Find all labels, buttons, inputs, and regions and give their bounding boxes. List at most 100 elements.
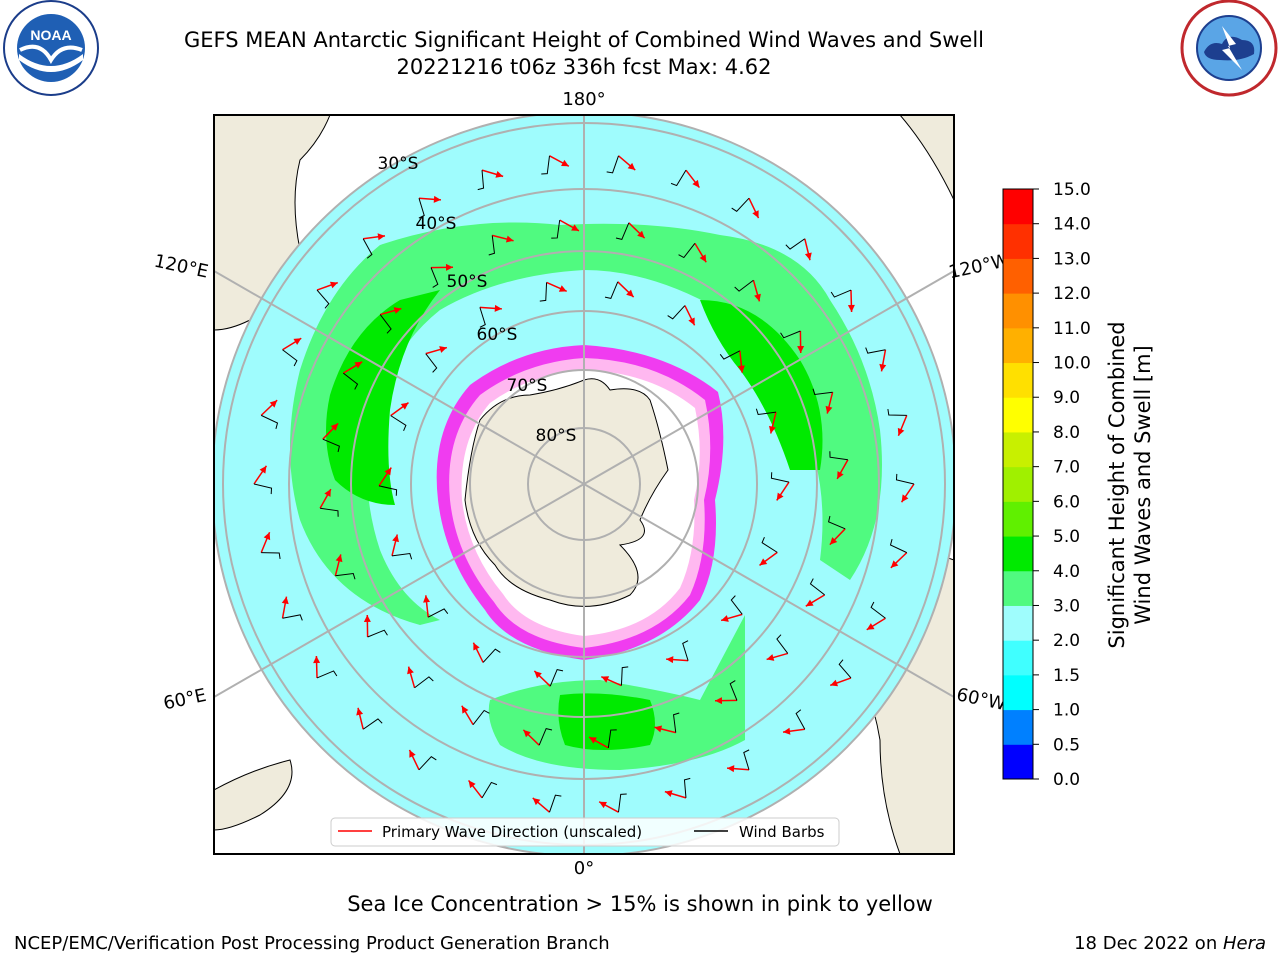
wave-arrow-head <box>439 346 447 353</box>
wave-arrow-head <box>423 595 431 603</box>
colorbar-tick-label: 6.0 <box>1053 492 1080 512</box>
lon-label-180: 180° <box>562 89 605 110</box>
colorbar-tick-label: 10.0 <box>1053 354 1091 374</box>
wind-barb <box>889 539 908 554</box>
wave-arrow-head <box>654 725 663 733</box>
chart-title: GEFS MEAN Antarctic Significant Height o… <box>183 28 985 52</box>
wave-arrow-head <box>879 363 887 372</box>
lat-label-50s: 50°S <box>447 272 488 292</box>
wave-arrow-head <box>330 423 339 431</box>
wind-barb <box>282 349 298 367</box>
wind-barb <box>761 536 778 553</box>
wind-barb <box>607 729 617 748</box>
wave-arrow-head <box>699 254 707 263</box>
wind-barb <box>316 289 330 309</box>
wind-barb <box>362 718 383 730</box>
wind-barb <box>730 595 743 615</box>
colorbar-segment <box>1003 466 1033 502</box>
wave-arrow-head <box>571 224 579 231</box>
colorbar-tick-label: 15.0 <box>1053 180 1091 200</box>
wind-barb <box>481 781 498 799</box>
wave-arrow-head <box>830 679 839 687</box>
wave-arrow-head <box>313 655 321 664</box>
wave-arrow-head <box>494 304 502 312</box>
wave-arrow-head <box>433 195 441 203</box>
wave-arrow-head <box>356 707 364 716</box>
colorbar-label-line2: Wind Waves and Swell [m] <box>1131 345 1155 625</box>
wind-barb <box>795 709 806 730</box>
colorbar-segment <box>1003 640 1033 676</box>
wave-arrow-head <box>293 338 302 345</box>
wave-arrow-head <box>384 467 392 476</box>
wave-arrow-head <box>561 159 569 167</box>
wave-arrow-head <box>766 654 775 661</box>
wind-barb <box>261 552 281 559</box>
wind-barb <box>838 659 852 679</box>
wind-barb <box>343 372 359 390</box>
wind-barb <box>418 198 425 219</box>
colorbar-frame <box>1002 188 1034 780</box>
noaa-logo-text: NOAA <box>30 27 71 43</box>
wind-barb <box>260 414 279 429</box>
wind-barb <box>615 222 630 240</box>
wave-arrow-head <box>263 532 271 541</box>
wave-arrow-head <box>589 737 597 744</box>
wave-arrow-head <box>783 727 791 735</box>
wind-barb <box>828 515 846 530</box>
sea-ice-note: Sea Ice Concentration > 15% is shown in … <box>347 892 933 916</box>
wind-barb <box>776 634 789 654</box>
wind-barb <box>538 728 553 746</box>
wind-barb <box>734 279 754 292</box>
footer-machine: Hera <box>1222 933 1266 954</box>
colorbar-segment <box>1003 397 1033 433</box>
footer-credit: NCEP/EMC/Verification Post Processing Pr… <box>14 933 610 954</box>
wave-arrow-head <box>727 765 735 773</box>
wave-arrow-head <box>281 596 289 605</box>
footer-date: 18 Dec 2022 on Hera <box>1074 933 1266 954</box>
wave-arrow-head <box>754 293 761 302</box>
wave-arrow-head <box>473 642 480 651</box>
chart-subtitle: 20221216 t06z 336h fcst Max: 4.62 <box>396 55 772 79</box>
colorbar-segment <box>1003 362 1033 398</box>
wind-barb <box>253 483 273 495</box>
colorbar-segment <box>1003 223 1033 259</box>
wind-barb <box>551 220 561 239</box>
wave-arrow-head <box>688 317 695 326</box>
wind-barb <box>887 409 907 416</box>
legend-wave-label: Primary Wave Direction (unscaled) <box>382 823 642 841</box>
lon-label-120e: 120°E <box>152 251 210 283</box>
wind-barb <box>378 485 398 496</box>
map-frame <box>213 114 955 855</box>
colorbar-tick-label: 11.0 <box>1053 319 1091 339</box>
wind-barb <box>414 676 434 689</box>
wave-arrow-head <box>752 210 759 219</box>
wave-arrow-head <box>409 749 416 758</box>
lat-label-40s: 40°S <box>416 214 457 234</box>
colorbar-segment <box>1003 293 1033 329</box>
colorbar-tick-label: 1.5 <box>1053 666 1080 686</box>
wind-barb <box>719 350 741 360</box>
colorbar-tick-label: 12.0 <box>1053 284 1091 304</box>
wind-barb <box>785 238 806 250</box>
colorbar-tick-label: 8.0 <box>1053 423 1080 443</box>
wave-arrow-head <box>627 162 636 171</box>
colorbar-tick-label: 13.0 <box>1053 249 1091 269</box>
wave-arrow-head <box>407 666 414 675</box>
wind-barb <box>606 155 619 174</box>
wind-barb <box>895 473 915 485</box>
wind-barb <box>549 794 562 813</box>
wave-arrow-head <box>829 537 838 545</box>
noaa-logo: NOAA <box>3 0 99 96</box>
wind-barb <box>672 712 680 733</box>
colorbar: 0.0 0.5 1.0 1.5 2.0 3.0 4.0 5.0 6.0 7.0 8.0 9.0 10.0… <box>1002 180 1091 790</box>
wind-barb <box>617 793 627 813</box>
colorbar-tick-label: 14.0 <box>1053 215 1091 235</box>
wave-arrow-head <box>890 560 899 568</box>
wave-arrow-head <box>461 705 469 714</box>
lat-label-80s: 80°S <box>536 426 577 446</box>
wind-barb <box>488 235 496 256</box>
wave-arrow-head <box>837 471 844 479</box>
colorbar-segment <box>1003 674 1033 711</box>
wind-barb <box>539 282 548 302</box>
wind-barb <box>477 170 485 191</box>
